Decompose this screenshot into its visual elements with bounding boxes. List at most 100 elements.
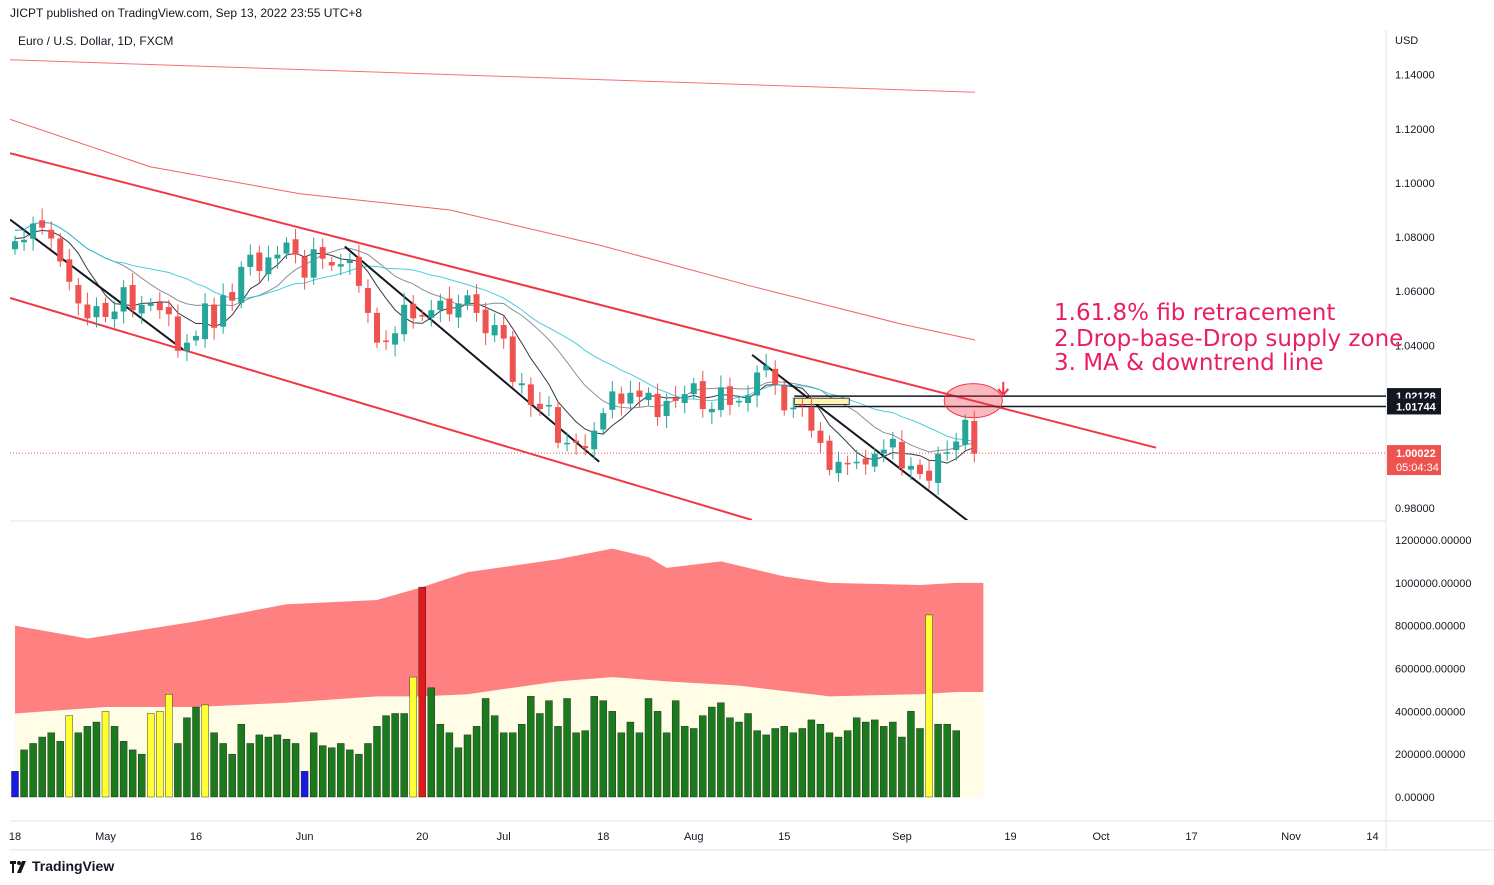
time-tick-label: 19	[1004, 831, 1016, 843]
candle-body	[536, 403, 543, 410]
volume-bar	[907, 711, 915, 798]
candle-body	[292, 239, 299, 255]
time-tick-label: Nov	[1281, 831, 1301, 843]
candle-body	[12, 241, 18, 250]
volume-bar	[29, 743, 37, 798]
publisher-line: JICPT published on TradingView.com, Sep …	[10, 6, 363, 20]
candle-body	[346, 260, 353, 264]
candle-body	[455, 303, 462, 318]
volume-bars	[11, 586, 960, 798]
price-tick-label: 1.12000	[1395, 124, 1435, 136]
candle-body	[618, 393, 625, 404]
volume-bar	[65, 715, 74, 798]
annotation-fib: 1.61.8% fib retracement	[1054, 300, 1336, 326]
time-tick-label: Jun	[296, 831, 314, 843]
ma-200-line	[10, 59, 976, 93]
time-tick-label: 16	[190, 831, 202, 843]
price-tick-label: 1.04000	[1395, 340, 1435, 352]
candle-body	[111, 311, 118, 320]
time-tick-label: 17	[1185, 831, 1197, 843]
volume-bar	[518, 723, 526, 798]
candle-body	[663, 400, 670, 417]
volume-bar	[246, 743, 255, 798]
candle-body	[518, 383, 525, 386]
volume-bar	[445, 732, 454, 798]
candle-body	[944, 452, 951, 454]
candle-body	[464, 295, 471, 305]
candle-body	[527, 384, 534, 405]
candle-body	[591, 430, 598, 450]
time-tick-label: 18	[597, 831, 609, 843]
volume-bar	[871, 719, 879, 798]
volume-bar	[726, 717, 734, 798]
volume-bar	[943, 723, 951, 798]
candle-body	[274, 254, 281, 259]
down-arrow-icon	[997, 381, 1010, 397]
volume-bar	[662, 732, 671, 798]
candle-body	[853, 461, 860, 464]
price-tick-label: 1.08000	[1395, 232, 1435, 244]
candle-body	[301, 256, 308, 278]
footer-brand[interactable]: TradingView	[10, 858, 114, 874]
volume-bar	[83, 726, 92, 798]
candle-body	[120, 287, 127, 312]
candle-body	[645, 392, 652, 401]
volume-tick-label: 0.00000	[1395, 792, 1435, 804]
candle-body	[446, 298, 453, 315]
candle-body	[772, 368, 779, 385]
price-axis[interactable]: USD 1.14000 1.12000 1.10000 1.08000 1.06000 1.…	[1395, 35, 1435, 515]
volume-tick-label: 1200000.00000	[1395, 535, 1471, 547]
time-axis[interactable]: 18 May 16 Jun 20 Jul 18 Aug 15 Sep 19 Oct 17 Nov 14	[9, 831, 1379, 843]
volume-bar	[400, 713, 408, 798]
candlesticks	[12, 208, 978, 495]
candle-body	[962, 419, 969, 445]
volume-bar	[807, 719, 816, 798]
lower-trend-line	[10, 297, 753, 520]
annotation-supply-zone: 2.Drop-base-Drop supply zone	[1054, 326, 1404, 352]
time-tick-label: 18	[9, 831, 21, 843]
candle-body	[39, 220, 46, 228]
time-tick-label: 20	[416, 831, 428, 843]
volume-bar	[300, 771, 309, 798]
candle-body	[826, 440, 833, 470]
time-tick-label: 15	[778, 831, 790, 843]
candle-body	[564, 442, 571, 445]
candle-body	[790, 407, 797, 410]
symbol-title[interactable]: Euro / U.S. Dollar, 1D, FXCM	[18, 34, 174, 48]
volume-tick-label: 200000.00000	[1395, 749, 1465, 761]
candle-body	[138, 304, 145, 314]
candle-body	[573, 440, 580, 443]
candle-body	[754, 372, 761, 396]
candle-body	[509, 336, 516, 382]
volume-bar	[545, 700, 553, 798]
volume-bar	[255, 734, 264, 798]
candle-body	[627, 392, 634, 404]
volume-bar	[490, 715, 499, 798]
candle-body	[935, 453, 942, 483]
candle-body	[165, 306, 172, 315]
candle-body	[582, 446, 589, 449]
candle-body	[880, 449, 887, 454]
candle-body	[672, 397, 679, 401]
volume-bar	[319, 745, 327, 798]
volume-bar	[137, 753, 146, 798]
volume-bar	[889, 721, 897, 798]
candle-body	[636, 390, 643, 397]
moving-average-line	[14, 229, 975, 464]
volume-bar	[617, 732, 626, 798]
time-tick-label: Aug	[684, 831, 704, 843]
candle-body	[319, 247, 326, 259]
candle-body	[907, 465, 914, 470]
supply-zone-box	[793, 397, 850, 405]
candle-body	[917, 464, 923, 474]
candle-body	[898, 442, 905, 469]
volume-bar	[364, 743, 372, 798]
volume-axis[interactable]: 1200000.00000 1000000.00000 800000.00000 60…	[1395, 535, 1471, 804]
volume-bar	[898, 736, 906, 798]
candle-body	[265, 257, 272, 275]
volume-bar	[500, 732, 508, 798]
volume-bar	[174, 743, 182, 798]
candle-body	[364, 287, 371, 313]
volume-bar	[47, 732, 55, 798]
